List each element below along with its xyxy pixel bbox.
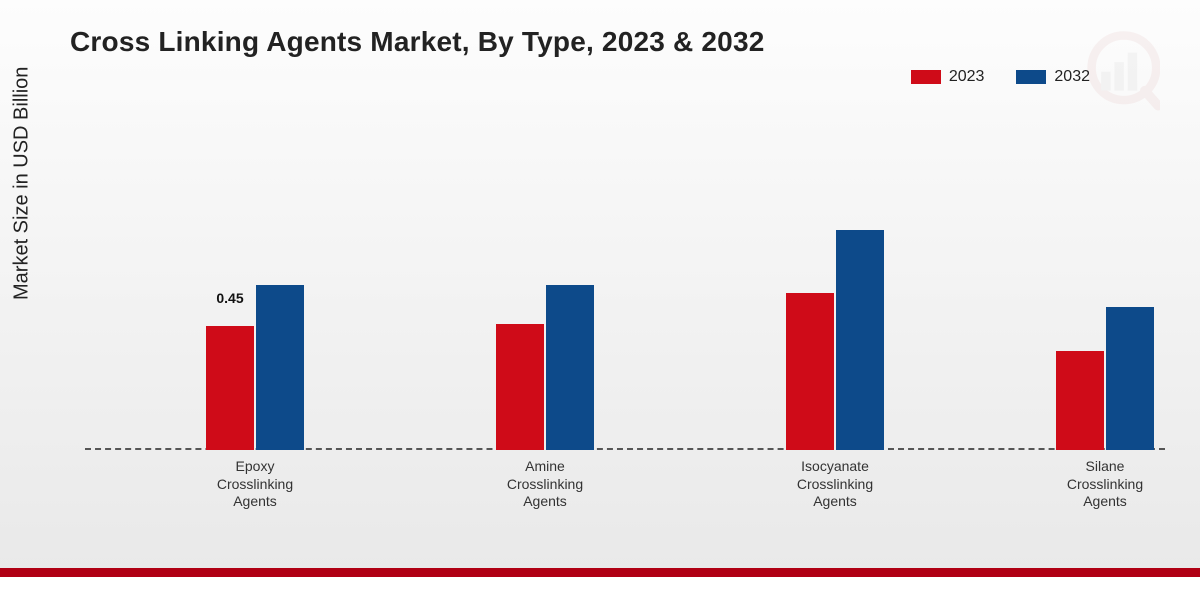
x-category-label: Isocyanate Crosslinking Agents bbox=[797, 458, 873, 511]
bar-group bbox=[206, 285, 304, 450]
legend: 2023 2032 bbox=[911, 68, 1090, 86]
legend-item-2032: 2032 bbox=[1016, 68, 1090, 86]
bar bbox=[1056, 351, 1104, 450]
bar bbox=[546, 285, 594, 450]
x-category-label: Silane Crosslinking Agents bbox=[1067, 458, 1143, 511]
legend-swatch-2023 bbox=[911, 70, 941, 84]
bar bbox=[206, 326, 254, 450]
bar bbox=[786, 293, 834, 450]
chart-page: Cross Linking Agents Market, By Type, 20… bbox=[0, 0, 1200, 600]
bar-group bbox=[496, 285, 594, 450]
x-category-label: Amine Crosslinking Agents bbox=[507, 458, 583, 511]
footer-bar bbox=[0, 568, 1200, 600]
bar-group bbox=[786, 230, 884, 450]
chart-title: Cross Linking Agents Market, By Type, 20… bbox=[70, 26, 765, 58]
bar bbox=[836, 230, 884, 450]
legend-label-2032: 2032 bbox=[1054, 68, 1090, 86]
bar bbox=[496, 324, 544, 451]
bar bbox=[256, 285, 304, 450]
bar bbox=[1106, 307, 1154, 450]
legend-label-2023: 2023 bbox=[949, 68, 985, 86]
bar-group bbox=[1056, 307, 1154, 450]
x-category-label: Epoxy Crosslinking Agents bbox=[217, 458, 293, 511]
legend-item-2023: 2023 bbox=[911, 68, 985, 86]
legend-swatch-2032 bbox=[1016, 70, 1046, 84]
y-axis-label: Market Size in USD Billion bbox=[11, 67, 34, 300]
plot-area: 0.45 bbox=[85, 120, 1165, 450]
bar-value-label: 0.45 bbox=[216, 290, 243, 306]
